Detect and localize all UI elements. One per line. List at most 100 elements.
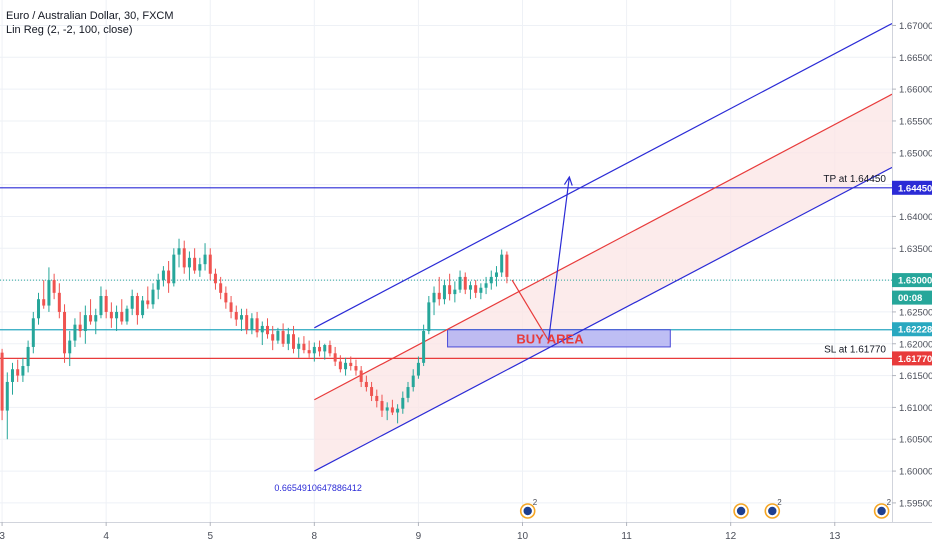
candle-body <box>406 387 410 398</box>
price-tick-label: 1.66500 <box>899 53 932 64</box>
candle-body <box>380 401 384 411</box>
candle-body <box>463 276 467 290</box>
upper-channel[interactable] <box>314 23 893 329</box>
candle-body <box>42 299 46 306</box>
price-tick-label: 1.65000 <box>899 148 932 159</box>
price-tick-label: 1.61500 <box>899 371 932 382</box>
price-tick-label: 1.60500 <box>899 435 932 446</box>
candle-body <box>354 366 358 371</box>
event-marker-flag <box>768 506 777 516</box>
candle-body <box>390 407 394 413</box>
regression-line[interactable] <box>314 93 893 401</box>
event-marker-flag <box>736 506 746 516</box>
candle-body <box>494 272 498 277</box>
candle-body <box>57 292 61 312</box>
price-tick-label: 1.61000 <box>899 403 932 414</box>
candle-body <box>448 285 452 295</box>
candle-body <box>286 334 290 344</box>
indicator-label: Lin Reg (2, -2, 100, close) <box>6 24 133 36</box>
candle-body <box>94 315 98 322</box>
event-marker-flag <box>523 506 532 516</box>
time-tick-label: 5 <box>207 531 213 542</box>
candle-body <box>115 311 119 319</box>
price-tick-label: 1.62000 <box>899 339 932 350</box>
candle-body <box>453 289 457 295</box>
candle-body <box>0 352 4 411</box>
candle-body <box>193 257 197 271</box>
candle-body <box>307 350 311 354</box>
candle-body <box>500 254 504 273</box>
chart-title: Euro / Australian Dollar, 30, FXCM <box>6 10 174 22</box>
candle-body <box>245 315 249 330</box>
regression-channel-fill <box>314 94 892 472</box>
candle-body <box>229 302 233 312</box>
candle-body <box>213 273 217 284</box>
candle-body <box>10 369 14 382</box>
candle-body <box>489 276 493 284</box>
candle-body <box>73 324 77 341</box>
price-tick-label: 1.59500 <box>899 498 932 509</box>
candle-body <box>416 362 420 376</box>
price-tag[interactable] <box>892 180 932 195</box>
candle-body <box>203 254 207 265</box>
price-tag[interactable] <box>892 351 932 366</box>
candle-body <box>359 370 363 382</box>
candle-body <box>177 248 181 255</box>
candle-body <box>255 318 259 333</box>
candle-body <box>396 408 400 413</box>
time-tick-label: 8 <box>312 531 318 542</box>
candle-body <box>172 254 176 284</box>
candle-body <box>385 407 389 411</box>
candle-body <box>219 283 223 293</box>
candle-body <box>130 296 134 309</box>
candle-body <box>370 387 374 396</box>
buy-area-box[interactable] <box>447 329 671 348</box>
price-tag[interactable] <box>892 322 932 337</box>
candle-body <box>333 353 337 362</box>
candle-body <box>437 292 441 300</box>
time-axis-bg <box>0 522 932 550</box>
candle-body <box>68 340 72 354</box>
candle-body <box>271 334 275 341</box>
candle-body <box>146 300 150 305</box>
candle-body <box>302 343 306 351</box>
time-tick-label: 13 <box>829 531 841 542</box>
candle-body <box>83 315 87 332</box>
candle-body <box>120 311 124 322</box>
candle-body <box>52 280 56 293</box>
candle-body <box>224 292 228 303</box>
path-up-segment[interactable] <box>547 176 570 341</box>
lower-channel[interactable] <box>314 166 893 472</box>
candle-body <box>297 343 301 349</box>
candle-body <box>16 369 20 376</box>
candle-body <box>484 283 488 288</box>
price-tag-label: 1.62228 <box>898 325 932 336</box>
candle-body <box>37 299 41 319</box>
candle-body <box>474 285 478 293</box>
candle-body <box>505 254 509 277</box>
price-tick-label: 1.62500 <box>899 307 932 318</box>
candle-body <box>276 331 280 341</box>
candle-body <box>109 311 113 319</box>
path-down-segment[interactable] <box>511 279 550 341</box>
time-tick-label: 3 <box>0 531 5 542</box>
candle-body <box>349 362 353 367</box>
candle-body <box>141 300 145 316</box>
price-tag[interactable] <box>892 290 932 305</box>
candle-body <box>422 331 426 363</box>
price-tag[interactable] <box>892 273 932 288</box>
candle-body <box>99 296 103 316</box>
candle-body <box>89 315 93 322</box>
candle-body <box>104 296 108 312</box>
tp-label: TP at 1.64450 <box>823 174 886 185</box>
candle-body <box>312 346 316 354</box>
candle-body <box>187 257 191 268</box>
candle-body <box>182 248 186 268</box>
candle-body <box>265 325 269 335</box>
price-tick-label: 1.65500 <box>899 116 932 127</box>
price-tick-label: 1.63500 <box>899 244 932 255</box>
price-tag-label: 1.64450 <box>898 183 932 194</box>
candle-body <box>63 311 67 354</box>
